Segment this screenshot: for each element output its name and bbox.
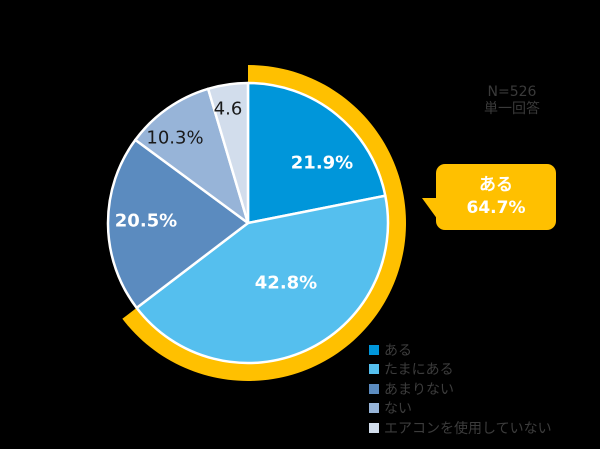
slice-value-label: 20.5%	[114, 210, 178, 232]
legend-swatch-icon	[369, 422, 379, 433]
legend-label: ない	[384, 401, 412, 418]
slice-value-label: 21.9%	[290, 152, 354, 174]
legend-swatch-icon	[369, 364, 379, 375]
callout-value: 64.7%	[466, 198, 526, 218]
legend-label: ある	[384, 342, 412, 359]
slice-value-label: 42.8%	[254, 272, 318, 294]
legend-label: あまりない	[384, 381, 454, 398]
pie-slice	[134, 87, 250, 225]
n-count: N=526	[487, 84, 537, 100]
legend-label: たまにある	[384, 362, 454, 379]
legend-item: たまにある	[369, 360, 552, 380]
legend-item: ある	[369, 340, 552, 360]
pie-slice	[135, 194, 390, 365]
legend-swatch-icon	[369, 383, 379, 394]
callout-tail	[422, 198, 438, 220]
legend-item: あまりない	[369, 379, 552, 399]
callout-label: ある	[479, 175, 513, 195]
legend-swatch-icon	[369, 344, 379, 355]
slice-value-label: 4.6	[213, 98, 243, 120]
legend-label: エアコンを使用していない	[384, 420, 552, 437]
legend-item: エアコンを使用していない	[369, 418, 552, 438]
answer-type: 単一回答	[484, 101, 540, 117]
legend-swatch-icon	[369, 403, 379, 414]
sample-size-label: N=526 単一回答	[462, 84, 562, 118]
slice-value-label: 10.3%	[146, 127, 204, 149]
highlight-callout: ある 64.7%	[436, 164, 556, 230]
pie-slice	[246, 81, 387, 225]
legend-item: ない	[369, 399, 552, 419]
pie-slice	[206, 81, 250, 225]
legend: あるたまにあるあまりないないエアコンを使用していない	[369, 340, 552, 438]
pie-slice	[106, 138, 250, 310]
